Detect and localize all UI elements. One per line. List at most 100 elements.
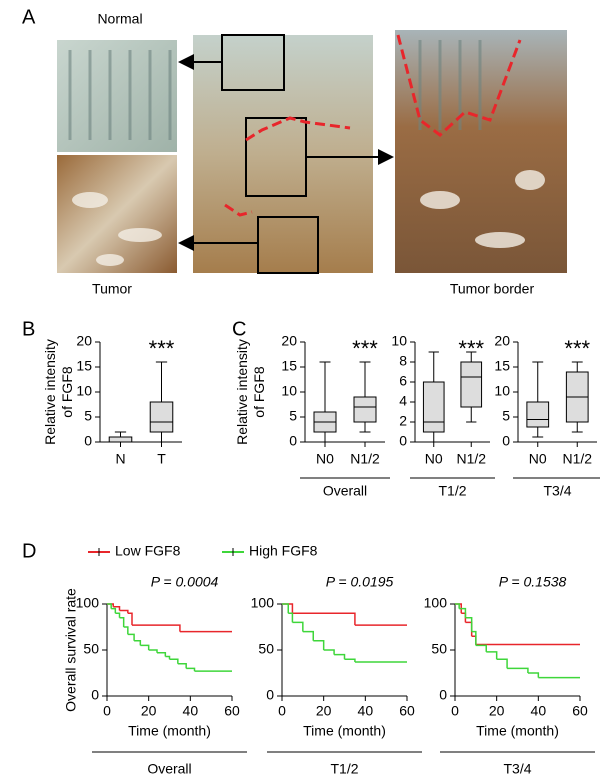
image-label: Tumor xyxy=(92,281,132,297)
panel-label: D xyxy=(22,540,36,562)
y-axis-label: Overall survival rate xyxy=(63,588,79,712)
survival-step xyxy=(323,649,335,655)
survival-step xyxy=(527,672,540,678)
survival-step xyxy=(471,630,477,646)
y-tick-label: 50 xyxy=(431,641,447,657)
arrows xyxy=(178,54,394,251)
x-axis-label: Time (month) xyxy=(303,723,386,739)
y-tick-label: 10 xyxy=(281,383,297,399)
x-tick-label: 20 xyxy=(141,703,157,719)
survival-step xyxy=(177,663,187,669)
y-tick-label: 5 xyxy=(502,408,510,424)
y-tick-label: 0 xyxy=(84,433,92,449)
survival-step xyxy=(302,630,314,641)
y-tick-label: 100 xyxy=(76,595,100,611)
y-tick-label: 20 xyxy=(76,333,92,349)
image-label: Normal xyxy=(97,11,142,27)
survival-step xyxy=(119,609,129,614)
x-tick-label: 40 xyxy=(358,703,374,719)
y-tick-label: 0 xyxy=(289,433,297,449)
stroma xyxy=(72,170,545,266)
group-label: T3/4 xyxy=(503,761,531,777)
survival-step xyxy=(507,667,529,673)
x-tick-label: 60 xyxy=(572,703,588,719)
survival-step xyxy=(496,658,508,669)
survival-step xyxy=(111,607,117,614)
x-tick-label: 60 xyxy=(399,703,415,719)
significance: *** xyxy=(352,336,378,361)
group-label: Overall xyxy=(323,483,367,499)
survival-step xyxy=(288,612,294,623)
y-tick-label: 0 xyxy=(399,433,407,449)
box xyxy=(149,401,174,433)
border-lines xyxy=(224,34,522,217)
y-tick-label: 10 xyxy=(391,333,407,349)
survival-step xyxy=(169,658,179,664)
x-tick-label: N xyxy=(115,451,125,467)
y-tick-label: 50 xyxy=(258,641,274,657)
survival-step xyxy=(113,606,121,611)
legend-label: Low FGF8 xyxy=(115,543,181,559)
x-tick-label: N0 xyxy=(529,451,547,467)
crypts xyxy=(68,40,482,140)
x-axis-label: Time (month) xyxy=(476,723,559,739)
panel-label: B xyxy=(22,318,35,340)
x-tick-label: 0 xyxy=(103,703,111,719)
p-value: P = 0.0004 xyxy=(151,574,219,590)
x-tick-label: T xyxy=(157,451,166,467)
x-tick-label: 20 xyxy=(489,703,505,719)
x-tick-label: 40 xyxy=(531,703,547,719)
y-tick-label: 10 xyxy=(76,383,92,399)
x-tick-label: N1/2 xyxy=(456,451,486,467)
x-tick-label: 20 xyxy=(316,703,332,719)
survival-step xyxy=(119,617,125,627)
survival-step xyxy=(313,640,325,650)
survival-step xyxy=(186,667,196,672)
box xyxy=(460,361,483,408)
survival-step xyxy=(282,603,289,614)
x-tick-label: N0 xyxy=(425,451,443,467)
survival-step xyxy=(132,624,181,632)
survival-step xyxy=(123,626,129,635)
survival-step xyxy=(486,651,498,660)
tumor-image xyxy=(57,155,177,273)
x-tick-label: 60 xyxy=(224,703,240,719)
image-label: Tumor border xyxy=(450,281,535,297)
y-axis-label: Relative intensity xyxy=(42,339,58,445)
x-tick-label: 40 xyxy=(183,703,199,719)
y-tick-label: 15 xyxy=(281,358,297,374)
significance: *** xyxy=(149,336,175,361)
y-tick-label: 0 xyxy=(266,687,274,703)
y-tick-label: 8 xyxy=(399,353,407,369)
panel-label: A xyxy=(22,6,36,28)
x-tick-label: 0 xyxy=(278,703,286,719)
y-tick-label: 15 xyxy=(494,358,510,374)
y-tick-label: 4 xyxy=(399,393,407,409)
x-tick-label: N1/2 xyxy=(350,451,380,467)
x-axis-label: Time (month) xyxy=(128,723,211,739)
y-tick-label: 5 xyxy=(84,408,92,424)
y-tick-label: 15 xyxy=(76,358,92,374)
group-label: Overall xyxy=(147,761,191,777)
y-tick-label: 0 xyxy=(502,433,510,449)
y-tick-label: 6 xyxy=(399,373,407,389)
x-tick-label: N0 xyxy=(316,451,334,467)
survival-step xyxy=(465,621,473,637)
significance: *** xyxy=(564,336,590,361)
box xyxy=(108,436,133,443)
survival-step xyxy=(165,655,171,660)
x-tick-label: N1/2 xyxy=(562,451,592,467)
survival-step xyxy=(148,649,158,653)
x-tick-label: 0 xyxy=(451,703,459,719)
y-axis-label: Relative intensity xyxy=(234,339,250,445)
y-axis-label: of FGF8 xyxy=(251,366,267,418)
y-tick-label: 50 xyxy=(83,641,99,657)
panel-label: C xyxy=(232,318,246,340)
survival-step xyxy=(282,603,294,614)
survival-step xyxy=(115,612,121,618)
y-tick-label: 20 xyxy=(281,333,297,349)
y-tick-label: 100 xyxy=(251,595,275,611)
significance: *** xyxy=(458,336,484,361)
survival-step xyxy=(292,621,304,632)
normal-image xyxy=(57,40,177,152)
